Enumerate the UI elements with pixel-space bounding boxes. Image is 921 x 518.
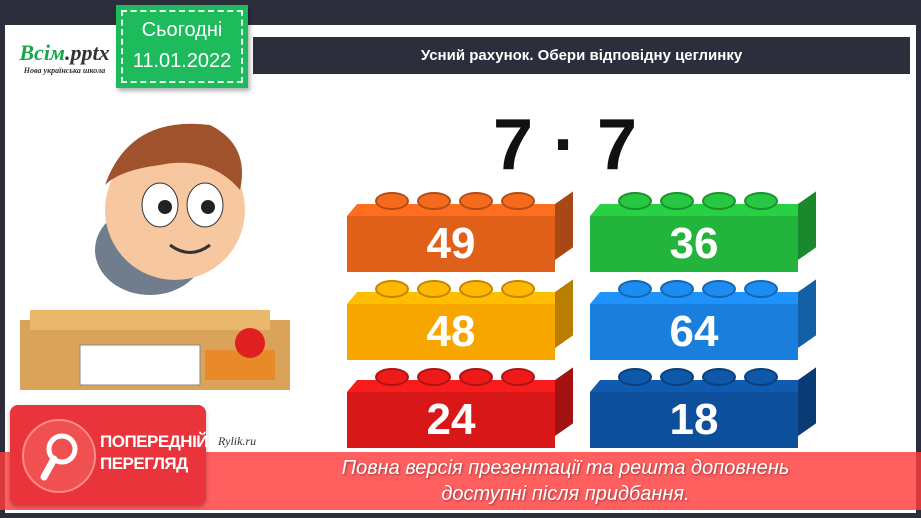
brick-value: 48 [426, 307, 476, 356]
preview-message-line1: Повна версія презентації та решта доповн… [341, 457, 790, 479]
preview-message-line2: доступні після придбання. [441, 483, 690, 505]
brick-stud [618, 192, 652, 210]
brick-stud [501, 368, 535, 386]
brick-stud [618, 368, 652, 386]
answer-brick-36[interactable]: 36 [590, 191, 816, 274]
brick-stud [417, 368, 451, 386]
brick-stud [660, 368, 694, 386]
brick-stud [660, 280, 694, 298]
brick-stud [417, 192, 451, 210]
logo: Всім.pptx Нова українська школа [19, 40, 110, 75]
answer-brick-18[interactable]: 18 [590, 367, 816, 450]
brick-stud [375, 368, 409, 386]
preview-button[interactable]: ПОПЕРЕДНІЙ ПЕРЕГЛЯД [10, 405, 209, 505]
brick-stud [660, 192, 694, 210]
brick-stud [702, 192, 736, 210]
brick-value: 64 [669, 307, 719, 356]
brick-value: 24 [426, 395, 476, 444]
answer-brick-48[interactable]: 48 [347, 279, 573, 362]
brick-value: 36 [669, 219, 719, 268]
brick-stud [501, 192, 535, 210]
brick-stud [375, 192, 409, 210]
date-badge: Сьогодні 11.01.2022 [116, 5, 248, 88]
math-expression: 7 · 7 [492, 105, 638, 185]
brick-stud [417, 280, 451, 298]
brick-stud [459, 280, 493, 298]
brick-stud [618, 280, 652, 298]
boy-illustration [20, 123, 290, 390]
slide-title: Усний рахунок. Обери відповідну цеглинку [253, 37, 910, 74]
brick-stud [702, 280, 736, 298]
brick-stud [375, 280, 409, 298]
brick-stud [702, 368, 736, 386]
brick-stud [459, 368, 493, 386]
answer-brick-49[interactable]: 49 [347, 191, 573, 274]
answer-brick-64[interactable]: 64 [590, 279, 816, 362]
magnifier-icon [22, 419, 96, 493]
brick-value: 49 [426, 219, 476, 268]
brick-stud [744, 280, 778, 298]
brick-stud [459, 192, 493, 210]
brick-stud [501, 280, 535, 298]
brick-value: 18 [669, 395, 719, 444]
answer-brick-24[interactable]: 24 [347, 367, 573, 450]
brick-stud [744, 192, 778, 210]
watermark: Rylik.ru [218, 434, 257, 448]
brick-stud [744, 368, 778, 386]
